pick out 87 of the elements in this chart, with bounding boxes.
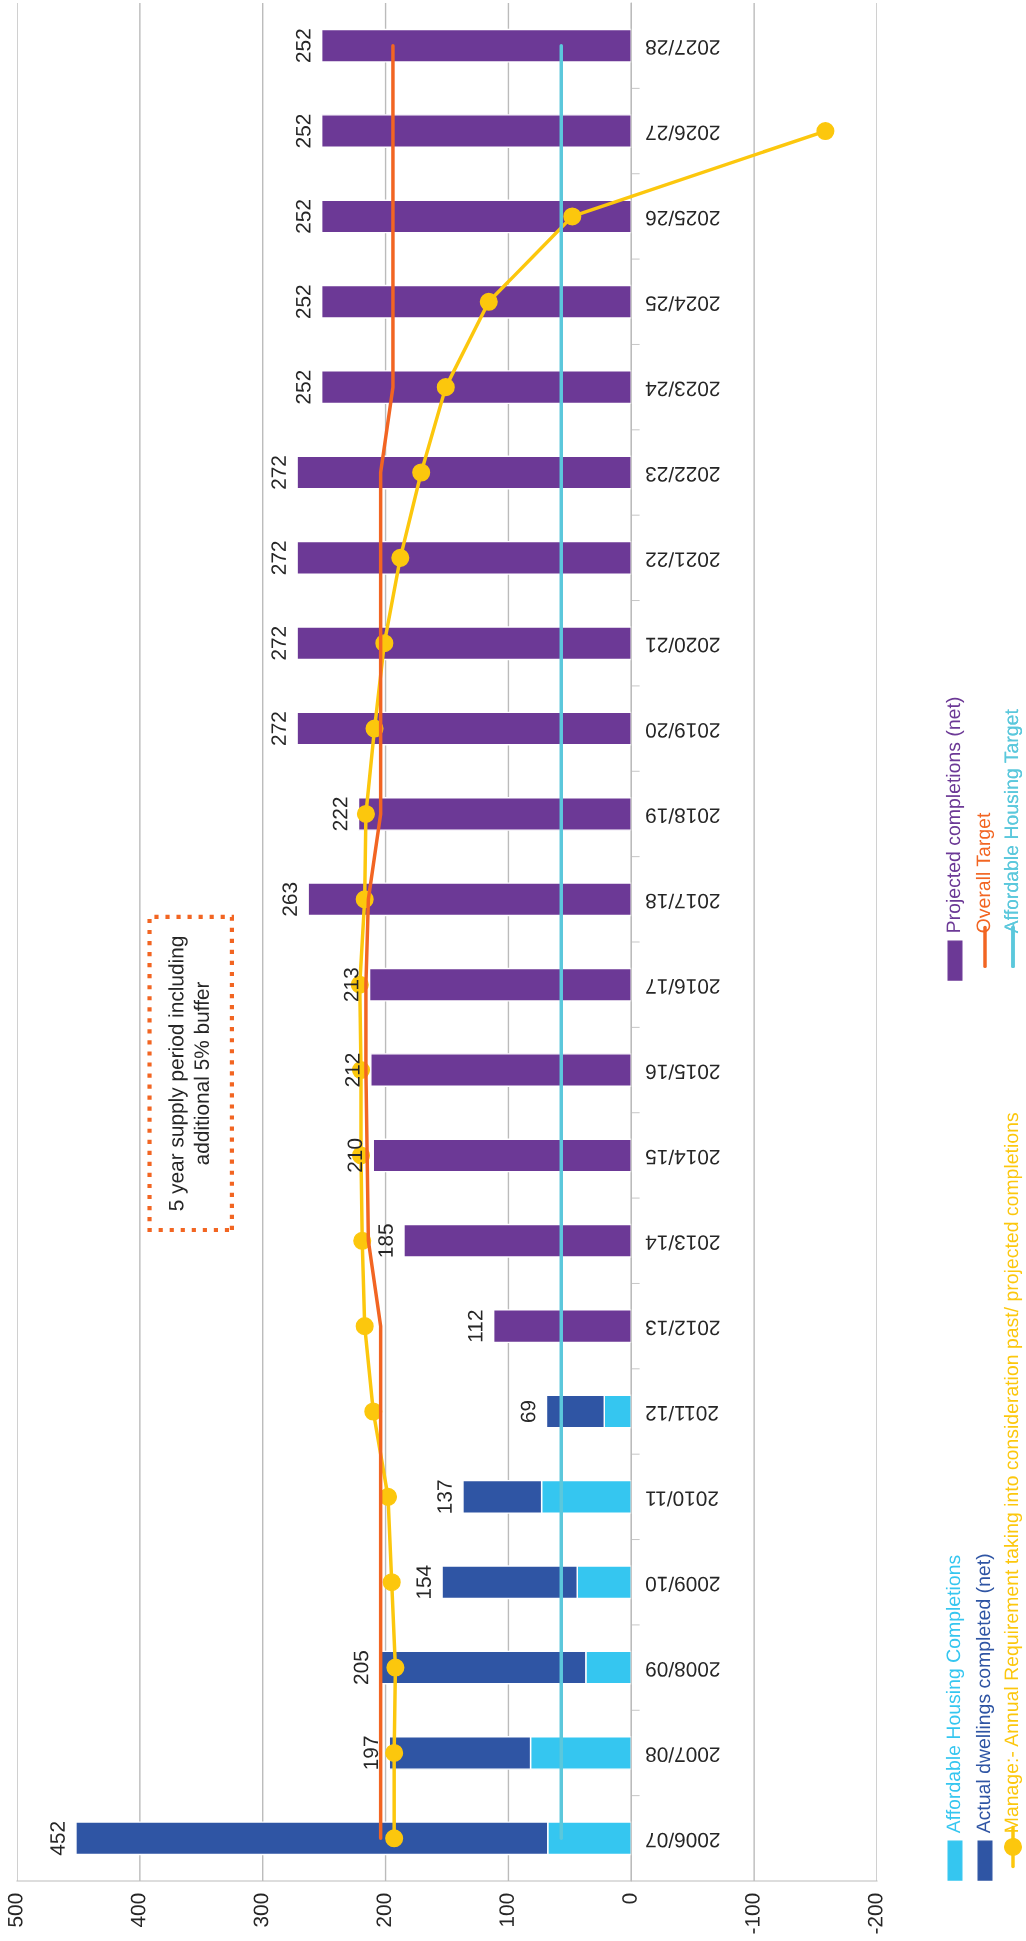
total-label: 185	[378, 1224, 393, 1257]
y-tick-label: 2009/10	[645, 1576, 720, 1592]
annotation: 5 year supply period including additional 5% buffer	[168, 936, 210, 1211]
x-tick-label: -100	[744, 1893, 760, 1934]
text: Affordable Housing Completions	[945, 1555, 965, 1834]
y-tick-label: 2008/09	[646, 1662, 720, 1678]
bar	[368, 967, 632, 1002]
text: Manage:- Annual Requirement taking into consideration past/ projected completions	[1003, 1113, 1023, 1832]
text: Affordable Housing Target	[1003, 709, 1023, 934]
bar	[492, 1309, 632, 1344]
bar	[320, 284, 632, 319]
total-label: 263	[282, 882, 298, 916]
y-tick-label: 2018/19	[646, 808, 720, 824]
total-label: 452	[50, 1821, 65, 1856]
y-tick-label: 2016/17	[646, 979, 720, 995]
point	[479, 292, 498, 311]
x-tick-label: 0	[622, 1893, 637, 1904]
x-tick-label: 400	[130, 1893, 146, 1928]
bar	[307, 882, 632, 917]
point	[386, 1658, 405, 1677]
x-tick-label: 300	[253, 1893, 269, 1927]
y-tick-label: 2026/27	[646, 125, 720, 141]
x-tick-label: 200	[376, 1893, 392, 1927]
y-tick-label: 2012/13	[646, 1320, 720, 1336]
bar	[357, 797, 632, 831]
point	[385, 1829, 404, 1848]
x-tick-label: 100	[499, 1893, 515, 1926]
point	[412, 463, 431, 482]
text: Actual dwellings completed (net)	[975, 1554, 995, 1834]
y-tick-label: 2021/22	[646, 552, 720, 568]
total-label: 212	[345, 1053, 360, 1087]
bar	[320, 114, 632, 148]
y-tick-label: 2015/16	[646, 1064, 720, 1080]
total-label: 252	[295, 200, 311, 233]
bar	[320, 28, 632, 63]
point	[563, 207, 582, 226]
bar	[296, 540, 632, 575]
bar	[320, 199, 632, 234]
total-label: 252	[295, 370, 311, 404]
total-label: 222	[332, 797, 348, 831]
point	[356, 804, 375, 823]
y-tick-label: 2019/20	[645, 723, 720, 739]
bar	[296, 626, 632, 661]
total-label: 154	[416, 1565, 432, 1599]
y-tick-label: 2017/18	[646, 893, 720, 910]
y-tick-label: 2011/12	[646, 1405, 718, 1422]
y-tick-label: 2024/25	[646, 296, 720, 312]
total-label: 205	[353, 1651, 369, 1684]
point	[436, 378, 455, 397]
total-label: 197	[363, 1736, 379, 1769]
bar	[372, 1138, 632, 1173]
y-tick-label: 2023/24	[645, 381, 720, 397]
y-tick-label: 2010/11	[646, 1491, 718, 1507]
total-label: 272	[271, 456, 286, 489]
y-tick-label: 2014/15	[646, 1149, 720, 1166]
bar	[370, 1053, 632, 1087]
y-tick-label: 2006/07	[646, 1832, 720, 1849]
y-tick-label: 2007/08	[646, 1747, 720, 1763]
total-label: 69	[520, 1400, 536, 1423]
point	[355, 1317, 374, 1336]
bar	[320, 370, 632, 405]
total-label: 112	[467, 1310, 483, 1342]
x-tick-label: 500	[7, 1893, 23, 1927]
point	[391, 548, 410, 567]
total-label: 213	[343, 968, 359, 1002]
point	[382, 1573, 401, 1592]
total-label: 252	[295, 285, 311, 319]
x-tick-label: -200	[867, 1893, 883, 1934]
y-tick-label: 2027/28	[646, 40, 720, 56]
total-label: 272	[271, 712, 286, 745]
y-tick-label: 2022/23	[646, 466, 720, 483]
y-tick-label: 2013/14	[645, 1235, 720, 1251]
point	[385, 1743, 404, 1762]
total-label: 210	[347, 1138, 363, 1172]
text: Overall Target	[975, 812, 995, 933]
point	[816, 122, 835, 141]
total-label: 272	[271, 541, 286, 575]
y-tick-label: 2020/21	[646, 637, 720, 653]
y-tick-label: 2025/26	[646, 210, 720, 227]
text: Projected completions (net)	[945, 697, 965, 932]
total-label: 252	[295, 114, 311, 148]
total-label: 272	[271, 626, 286, 660]
total-label: 137	[437, 1480, 452, 1513]
bar	[403, 1223, 632, 1258]
bar	[296, 711, 632, 746]
bar	[296, 455, 632, 490]
total-label: 252	[295, 29, 311, 63]
